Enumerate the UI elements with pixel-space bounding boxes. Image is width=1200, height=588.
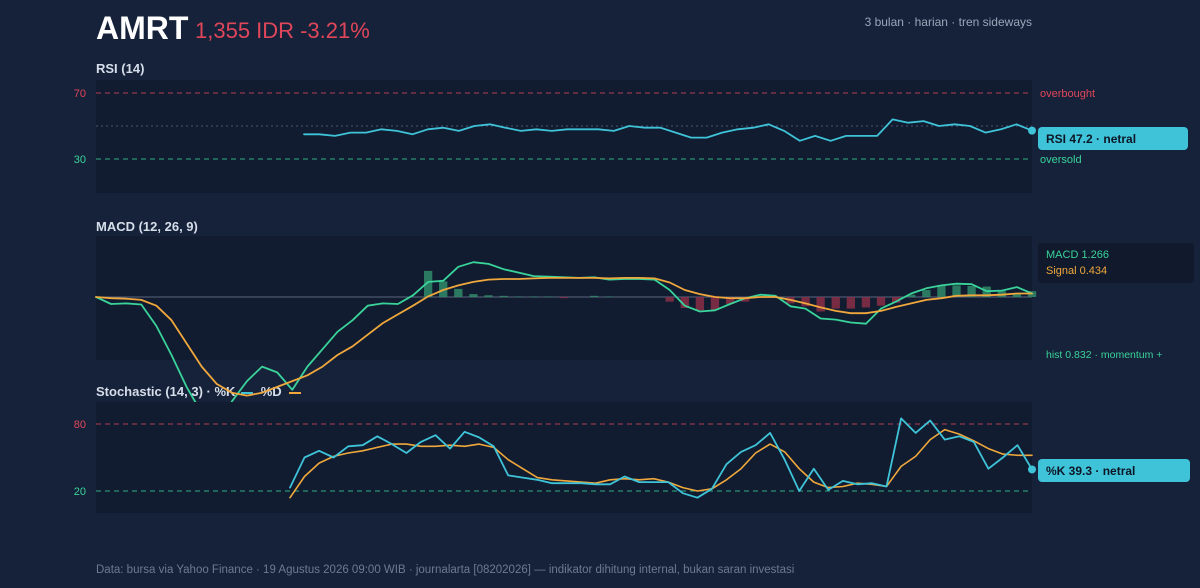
stoch-title-text: Stochastic (14, 3) · %K bbox=[96, 384, 236, 399]
stoch-badge bbox=[1038, 459, 1190, 482]
stoch-last-point bbox=[1028, 465, 1036, 474]
rsi-tick-30: 30 bbox=[74, 154, 86, 166]
macd-hist-bar bbox=[423, 270, 433, 297]
macd-hist-bar bbox=[590, 295, 599, 297]
macd-hist-bar bbox=[831, 297, 840, 309]
rsi-panel-bg bbox=[96, 80, 1032, 193]
rsi-badge bbox=[1038, 127, 1188, 150]
price-quote: 1,355 IDR -3.21% bbox=[195, 18, 376, 44]
macd-hist-bar bbox=[846, 297, 855, 309]
macd-hist-bar bbox=[665, 297, 674, 302]
macd-hist-bar bbox=[605, 296, 614, 297]
macd-hist-bar bbox=[680, 297, 689, 309]
macd-hist-bar bbox=[937, 285, 946, 297]
macd-hist-bar bbox=[559, 297, 569, 299]
macd-hist-bar bbox=[529, 296, 538, 297]
macd-hist-bar bbox=[741, 297, 750, 302]
macd-hist-bar bbox=[952, 285, 961, 297]
macd-hist-bar bbox=[967, 285, 976, 297]
stoch-d-line bbox=[289, 428, 1033, 499]
macd-legend-box bbox=[1038, 243, 1194, 283]
macd-hist-bar bbox=[454, 288, 463, 297]
macd-hist-bar bbox=[710, 297, 720, 310]
rsi-badge-label: RSI 47.2 · netral bbox=[1046, 132, 1136, 146]
rsi-tick-70: 70 bbox=[74, 88, 86, 100]
macd-hist-bar bbox=[1012, 292, 1022, 297]
macd-hist-bar bbox=[816, 297, 825, 312]
rsi-title: RSI (14) bbox=[96, 61, 145, 76]
macd-hist-bar bbox=[861, 297, 871, 308]
macd-title: MACD (12, 26, 9) bbox=[96, 219, 198, 234]
stoch-panel-bg bbox=[96, 402, 1032, 513]
signal-line bbox=[95, 276, 1033, 397]
stoch-tick-80: 80 bbox=[74, 419, 86, 431]
macd-hist-bar bbox=[499, 295, 508, 297]
rsi-oversold-label: oversold bbox=[1040, 154, 1082, 166]
stoch-badge-label: %K 39.3 · netral bbox=[1046, 464, 1135, 478]
stoch-k-legend-swatch bbox=[241, 391, 254, 394]
macd-hist-bar bbox=[469, 294, 478, 297]
macd-legend-signal: Signal 0.434 bbox=[1046, 265, 1107, 277]
macd-hist-bar bbox=[514, 296, 523, 297]
stoch-k-line bbox=[289, 417, 1033, 499]
rsi-line bbox=[303, 118, 1033, 142]
stoch-d-legend-swatch bbox=[289, 391, 302, 394]
macd-legend-macd: MACD 1.266 bbox=[1046, 249, 1109, 261]
rsi-overbought-label: overbought bbox=[1040, 88, 1095, 100]
stoch-tick-20: 20 bbox=[74, 486, 86, 498]
footer-source: Data: bursa via Yahoo Finance · 19 Agust… bbox=[96, 564, 795, 576]
macd-hist-bar bbox=[544, 296, 554, 297]
macd-hist-bar bbox=[922, 290, 931, 297]
price-change: -3.21% bbox=[300, 18, 370, 43]
macd-legend-hist: hist 0.832 · momentum + bbox=[1046, 349, 1162, 361]
macd-hist-bar bbox=[801, 297, 810, 307]
macd-hist-bar bbox=[695, 297, 705, 311]
macd-hist-bar bbox=[876, 297, 886, 306]
macd-hist-bar bbox=[484, 295, 493, 297]
macd-hist-bar bbox=[891, 297, 901, 303]
macd-hist-bar bbox=[907, 294, 916, 297]
macd-hist-bar bbox=[725, 297, 735, 304]
ticker-symbol: AMRT bbox=[96, 10, 189, 46]
rsi-last-point bbox=[1028, 126, 1036, 135]
period-meta: 3 bulan · harian · tren sideways bbox=[864, 15, 1032, 29]
price-value: 1,355 IDR bbox=[195, 18, 295, 43]
